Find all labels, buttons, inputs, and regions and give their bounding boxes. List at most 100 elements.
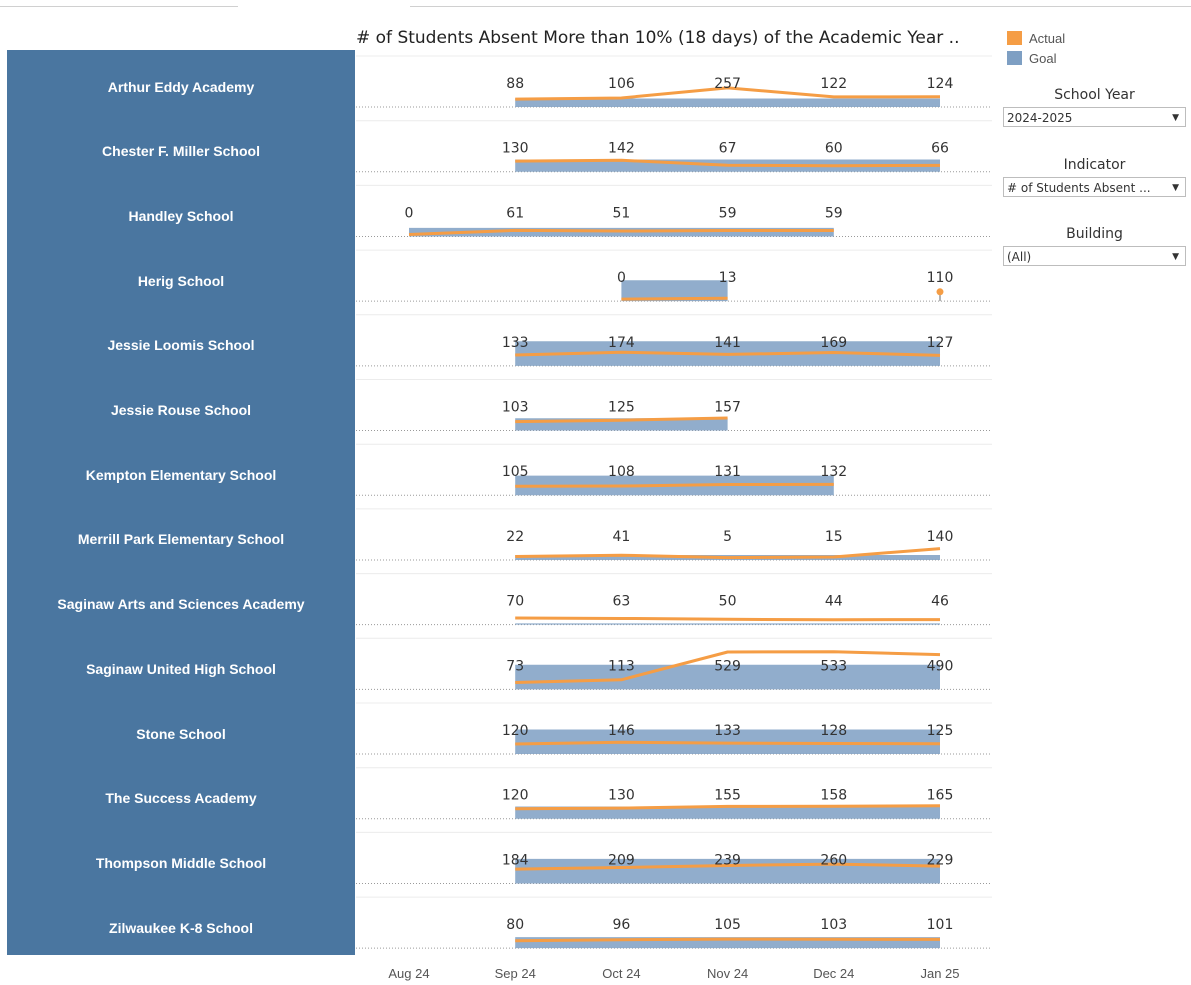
data-label: 165 bbox=[927, 788, 954, 804]
school-label: The Success Academy bbox=[105, 790, 257, 807]
data-label: 132 bbox=[820, 464, 847, 480]
actual-line bbox=[515, 547, 941, 560]
legend-swatch-goal bbox=[1007, 51, 1022, 65]
data-label: 120 bbox=[502, 788, 529, 804]
data-label: 122 bbox=[820, 76, 847, 92]
x-axis-label: Sep 24 bbox=[495, 966, 536, 981]
data-label: 239 bbox=[714, 852, 741, 868]
legend: Actual Goal bbox=[1007, 28, 1065, 68]
data-label: 260 bbox=[820, 852, 847, 868]
school-label: Zilwaukee K-8 School bbox=[109, 919, 253, 936]
data-label: 59 bbox=[825, 205, 843, 221]
data-label: 70 bbox=[506, 594, 524, 610]
data-label: 120 bbox=[502, 723, 529, 739]
indicator-select[interactable]: # of Students Absent ... ▼ bbox=[1003, 177, 1186, 197]
dropdown-arrow-icon: ▼ bbox=[1172, 252, 1179, 262]
data-label: 158 bbox=[820, 788, 847, 804]
data-label: 105 bbox=[502, 464, 529, 480]
data-label: 141 bbox=[714, 335, 741, 351]
legend-label-goal: Goal bbox=[1029, 50, 1057, 66]
actual-line bbox=[515, 650, 941, 684]
x-axis-label: Dec 24 bbox=[813, 966, 854, 981]
goal-area bbox=[515, 664, 940, 690]
data-label: 209 bbox=[608, 852, 635, 868]
data-label: 490 bbox=[927, 658, 954, 674]
dropdown-arrow-icon: ▼ bbox=[1172, 183, 1179, 193]
actual-line bbox=[515, 937, 941, 943]
data-label: 529 bbox=[714, 658, 741, 674]
data-label: 130 bbox=[502, 141, 529, 157]
school-label-panel: Arthur Eddy Academy Chester F. Miller Sch… bbox=[7, 50, 355, 955]
actual-line bbox=[621, 296, 728, 301]
data-label: 103 bbox=[820, 917, 847, 933]
school-year-select[interactable]: 2024-2025 ▼ bbox=[1003, 107, 1186, 127]
chart-title: # of Students Absent More than 10% (18 d… bbox=[356, 28, 960, 48]
actual-line bbox=[515, 158, 941, 168]
data-label: 80 bbox=[506, 917, 524, 933]
filter-label-indicator: Indicator bbox=[1063, 157, 1126, 173]
data-label: 44 bbox=[825, 594, 843, 610]
x-axis-label: Oct 24 bbox=[602, 966, 640, 981]
data-label: 184 bbox=[502, 852, 529, 868]
filter-label-building: Building bbox=[1066, 226, 1123, 242]
school-label: Saginaw Arts and Sciences Academy bbox=[57, 596, 305, 613]
data-label: 133 bbox=[714, 723, 741, 739]
data-label: 5 bbox=[723, 529, 732, 545]
building-select[interactable]: (All) ▼ bbox=[1003, 246, 1186, 266]
filter-label-school-year: School Year bbox=[1054, 87, 1135, 103]
school-label: Chester F. Miller School bbox=[102, 143, 260, 160]
data-label: 142 bbox=[608, 141, 635, 157]
school-label: Herig School bbox=[137, 272, 225, 289]
data-label: 46 bbox=[931, 594, 949, 610]
data-label: 140 bbox=[927, 529, 954, 545]
dropdown-arrow-icon: ▼ bbox=[1172, 113, 1179, 123]
data-label: 127 bbox=[927, 335, 954, 351]
goal-area bbox=[515, 623, 940, 625]
data-label: 88 bbox=[506, 76, 524, 92]
data-label: 257 bbox=[714, 76, 741, 92]
actual-point bbox=[936, 288, 944, 296]
data-label: 174 bbox=[608, 335, 635, 351]
data-label: 96 bbox=[612, 917, 630, 933]
data-label: 0 bbox=[405, 205, 414, 221]
data-label: 73 bbox=[506, 658, 524, 674]
data-label: 15 bbox=[825, 529, 843, 545]
actual-line bbox=[408, 228, 834, 236]
school-label: Kempton Elementary School bbox=[85, 466, 277, 483]
data-label: 22 bbox=[506, 529, 524, 545]
legend-item-actual[interactable]: Actual bbox=[1007, 28, 1065, 48]
data-label: 59 bbox=[719, 205, 737, 221]
building-value: (All) bbox=[1007, 250, 1032, 264]
x-axis-label: Nov 24 bbox=[707, 966, 748, 981]
data-label: 128 bbox=[820, 723, 847, 739]
top-filter-strip bbox=[0, 0, 238, 7]
school-label: Stone School bbox=[136, 725, 226, 742]
top-toolbar-strip bbox=[410, 0, 1191, 7]
data-label: 533 bbox=[820, 658, 847, 674]
data-label: 229 bbox=[927, 852, 954, 868]
data-label: 101 bbox=[927, 917, 954, 933]
x-axis-label: Jan 25 bbox=[920, 966, 959, 981]
actual-line bbox=[515, 350, 941, 357]
legend-item-goal[interactable]: Goal bbox=[1007, 48, 1065, 68]
data-label: 106 bbox=[608, 76, 635, 92]
data-label: 146 bbox=[608, 723, 635, 739]
data-label: 125 bbox=[608, 400, 635, 416]
actual-line bbox=[515, 862, 941, 871]
goal-area bbox=[515, 98, 940, 108]
filter-indicator: Indicator # of Students Absent ... ▼ bbox=[1003, 157, 1186, 197]
data-label: 130 bbox=[608, 788, 635, 804]
school-label: Arthur Eddy Academy bbox=[107, 78, 255, 95]
goal-area bbox=[621, 280, 728, 302]
data-label: 61 bbox=[506, 205, 524, 221]
data-label: 105 bbox=[714, 917, 741, 933]
data-label: 155 bbox=[714, 788, 741, 804]
data-label: 113 bbox=[608, 658, 635, 674]
school-label: Thompson Middle School bbox=[95, 854, 267, 871]
data-label: 13 bbox=[719, 270, 737, 286]
data-label: 50 bbox=[719, 594, 737, 610]
data-label: 63 bbox=[612, 594, 630, 610]
data-label: 41 bbox=[612, 529, 630, 545]
actual-line bbox=[515, 416, 728, 424]
